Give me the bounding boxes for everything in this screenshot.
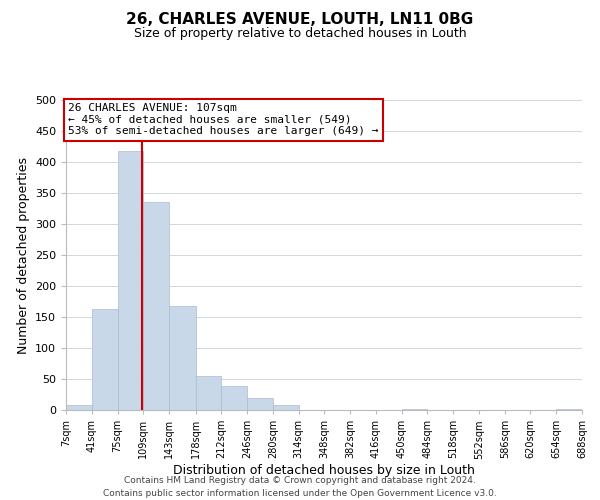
Text: 26 CHARLES AVENUE: 107sqm
← 45% of detached houses are smaller (549)
53% of semi: 26 CHARLES AVENUE: 107sqm ← 45% of detac… — [68, 103, 379, 136]
Bar — [273, 405, 299, 410]
Y-axis label: Number of detached properties: Number of detached properties — [17, 156, 29, 354]
Text: Size of property relative to detached houses in Louth: Size of property relative to detached ho… — [134, 28, 466, 40]
Bar — [92, 309, 118, 410]
Text: 26, CHARLES AVENUE, LOUTH, LN11 0BG: 26, CHARLES AVENUE, LOUTH, LN11 0BG — [127, 12, 473, 28]
Bar — [143, 202, 169, 410]
Bar — [66, 405, 92, 410]
Bar — [196, 376, 221, 410]
Bar — [247, 398, 273, 410]
Bar — [118, 151, 143, 410]
Bar — [221, 386, 247, 410]
Text: Contains public sector information licensed under the Open Government Licence v3: Contains public sector information licen… — [103, 489, 497, 498]
X-axis label: Distribution of detached houses by size in Louth: Distribution of detached houses by size … — [173, 464, 475, 477]
Bar — [169, 306, 196, 410]
Text: Contains HM Land Registry data © Crown copyright and database right 2024.: Contains HM Land Registry data © Crown c… — [124, 476, 476, 485]
